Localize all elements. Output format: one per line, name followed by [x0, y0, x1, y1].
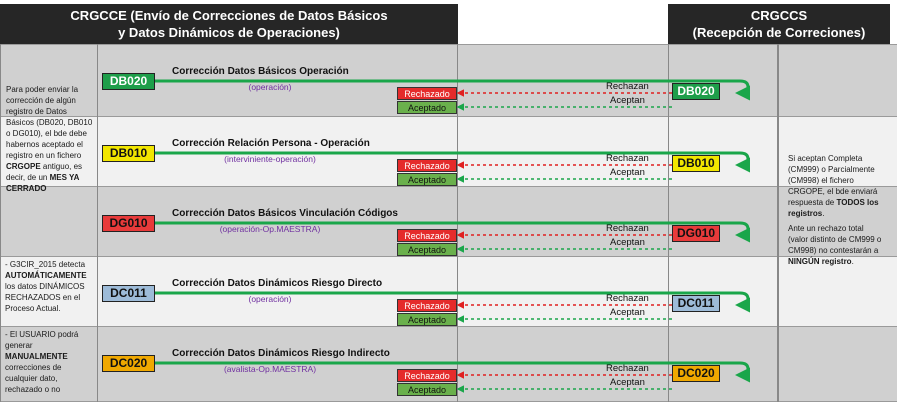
row-title: Corrección Datos Básicos Vinculación Cód… — [172, 208, 398, 219]
rejected-tag: Rechazado — [397, 159, 457, 172]
rejected-tag: Rechazado — [397, 229, 457, 242]
note-run: - G3CIR_2015 detecta — [5, 260, 86, 269]
header-crgcce: CRGCCE (Envío de Correcciones de Datos B… — [0, 4, 458, 44]
header-crgccs-line2: (Recepción de Correciones) — [692, 25, 866, 40]
note-run: Si aceptan Completa (CM999) o Parcialmen… — [788, 154, 878, 207]
code-box-left: DG010 — [102, 215, 155, 232]
green-return-arrow — [735, 221, 751, 243]
right-note-2: Ante un rechazo total (valor distinto de… — [788, 223, 882, 267]
left-note-column — [0, 44, 98, 402]
accepted-tag: Aceptado — [397, 383, 457, 396]
accepted-tag: Aceptado — [397, 101, 457, 114]
rejected-tag: Rechazado — [397, 299, 457, 312]
rejected-tag: Rechazado — [397, 369, 457, 382]
code-box-left: DB020 — [102, 73, 155, 90]
reject-arrow-label: Rechazan — [606, 293, 649, 304]
code-box-right: DG010 — [672, 225, 720, 242]
row-title: Corrección Datos Dinámicos Riesgo Indire… — [172, 348, 390, 359]
code-box-left: DC020 — [102, 355, 155, 372]
green-return-arrow — [735, 291, 751, 313]
reject-arrow-label: Rechazan — [606, 223, 649, 234]
header-crgcce-line1: CRGCCE (Envío de Correcciones de Datos B… — [70, 8, 388, 23]
accepted-tag: Aceptado — [397, 313, 457, 326]
accept-arrow-label: Aceptan — [610, 95, 645, 106]
accept-arrow-label: Aceptan — [610, 167, 645, 178]
left-note-3: - El USUARIO podrá generar MANUALMENTE c… — [5, 329, 93, 395]
note-run: MES YA CERRADO — [6, 173, 80, 193]
note-run: MANUALMENTE — [5, 352, 68, 361]
note-run: Para poder enviar la corrección de algún… — [6, 85, 93, 160]
row-subtitle: (operación) — [248, 82, 292, 92]
code-box-right: DB010 — [672, 155, 720, 172]
reject-arrow-label: Rechazan — [606, 81, 649, 92]
note-run: CRGOPE — [6, 162, 41, 171]
accept-arrow-label: Aceptan — [610, 307, 645, 318]
row-title: Corrección Datos Básicos Operación — [172, 66, 349, 77]
note-run: . — [822, 209, 825, 218]
row-title: Corrección Datos Dinámicos Riesgo Direct… — [172, 278, 383, 289]
code-box-right: DB020 — [672, 83, 720, 100]
reject-arrow-label: Rechazan — [606, 153, 649, 164]
green-return-arrow — [735, 79, 751, 101]
green-return-arrow — [735, 361, 751, 383]
left-note-2: - G3CIR_2015 detecta AUTOMÁTICAMENTE los… — [5, 259, 93, 314]
right-note-divider — [778, 44, 779, 402]
left-note-1: Para poder enviar la corrección de algún… — [6, 84, 94, 194]
note-run: AUTOMÁTICAMENTE — [5, 271, 87, 280]
note-run: - El USUARIO podrá generar — [5, 330, 79, 350]
header-crgccs-line1: CRGCCS — [750, 8, 808, 23]
header-crgcce-line2: y Datos Dinámicos de Operaciones) — [118, 25, 340, 40]
note-run: Ante un rechazo total (valor distinto de… — [788, 224, 882, 255]
row-subtitle: (operación-Op.MAESTRA) — [219, 224, 321, 234]
accept-arrow-label: Aceptan — [610, 237, 645, 248]
row-subtitle: (operación) — [248, 294, 292, 304]
row-subtitle: (avalista-Op.MAESTRA) — [223, 364, 317, 374]
rejected-tag: Rechazado — [397, 87, 457, 100]
right-note-1: Si aceptan Completa (CM999) o Parcialmen… — [788, 153, 882, 219]
accept-arrow-label: Aceptan — [610, 377, 645, 388]
row-subtitle: (interviniente-operación) — [224, 154, 316, 164]
note-run: . — [851, 257, 854, 266]
header-crgccs: CRGCCS (Recepción de Correciones) — [668, 4, 890, 44]
accepted-tag: Aceptado — [397, 173, 457, 186]
note-run: los datos DINÁMICOS RECHAZADOS en el Pro… — [5, 282, 85, 313]
code-box-right: DC011 — [672, 295, 720, 312]
note-run: antiguo, es decir, de un — [6, 162, 83, 182]
reject-arrow-label: Rechazan — [606, 363, 649, 374]
note-run: correcciones de cualquier dato, rechazad… — [5, 363, 62, 394]
note-run: TODOS los registros — [788, 198, 879, 218]
note-run: NINGÚN registro — [788, 257, 852, 266]
code-box-left: DB010 — [102, 145, 155, 162]
green-return-arrow — [735, 151, 751, 173]
row-title: Corrección Relación Persona - Operación — [172, 138, 370, 149]
accepted-tag: Aceptado — [397, 243, 457, 256]
code-box-left: DC011 — [102, 285, 155, 302]
code-box-right: DC020 — [672, 365, 720, 382]
